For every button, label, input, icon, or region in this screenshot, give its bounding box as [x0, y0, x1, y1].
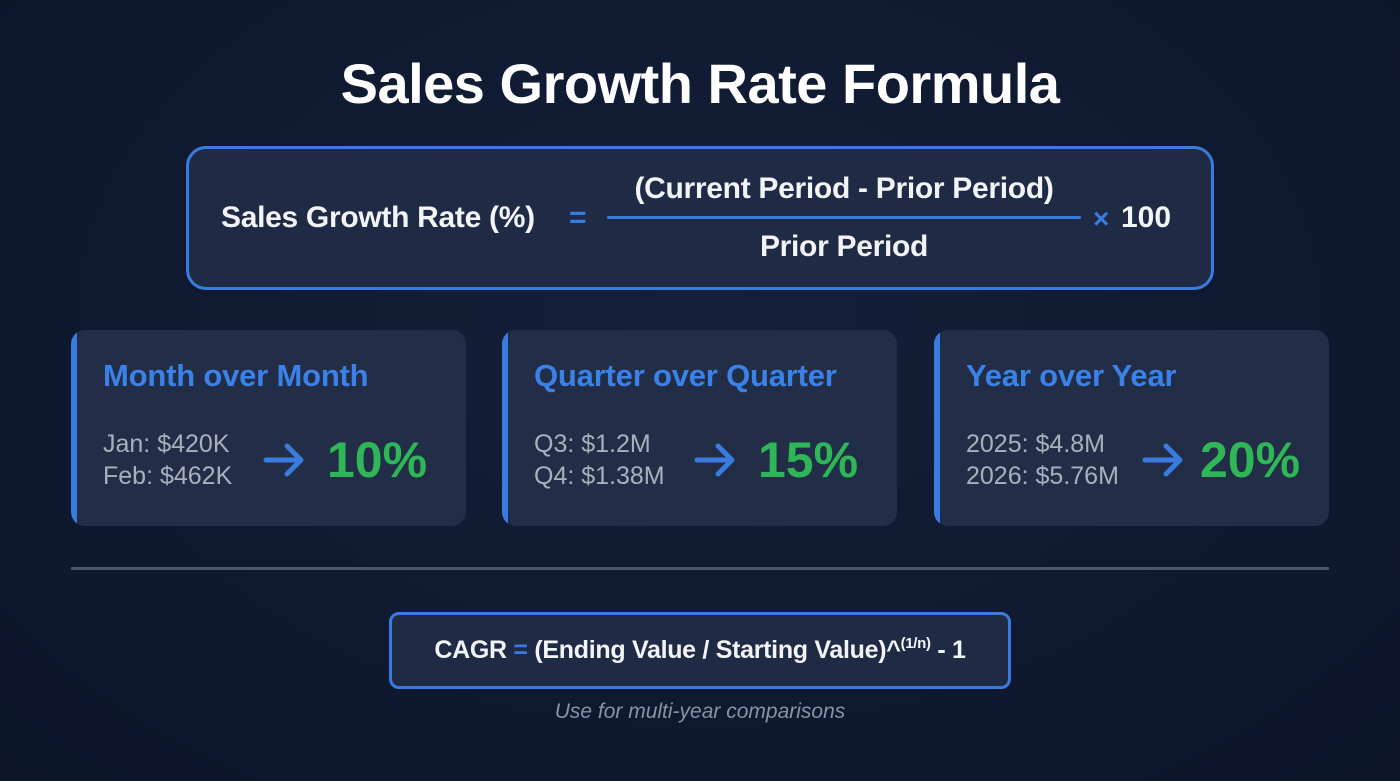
card-values: 2025: $4.8M 2026: $5.76M — [966, 428, 1119, 492]
arrow-right-icon — [1142, 443, 1183, 477]
card-quarter-over-quarter: Quarter over Quarter Q3: $1.2M Q4: $1.38… — [502, 330, 897, 526]
card-values: Q3: $1.2M Q4: $1.38M — [534, 428, 665, 492]
card-month-over-month: Month over Month Jan: $420K Feb: $462K 1… — [71, 330, 466, 526]
card-value-prior: Q3: $1.2M — [534, 430, 651, 458]
fraction-bar — [607, 216, 1081, 219]
arrow-right-icon — [263, 443, 304, 477]
page-title: Sales Growth Rate Formula — [340, 52, 1060, 115]
formula-fraction: (Current Period - Prior Period) Prior Pe… — [607, 169, 1081, 267]
cagr-note: Use for multi-year comparisons — [554, 700, 846, 723]
formula-lhs: Sales Growth Rate (%) — [221, 201, 535, 234]
arrow-right-icon — [694, 443, 735, 477]
cagr-expression: (Ending Value / Starting Value)^ — [534, 636, 901, 664]
cagr-exponent: (1/n) — [900, 635, 931, 652]
growth-rate-formula-box: Sales Growth Rate (%) = (Current Period … — [186, 146, 1214, 290]
formula-numerator: (Current Period - Prior Period) — [634, 172, 1054, 205]
cagr-equals-sign: = — [513, 636, 528, 664]
card-value-current: 2026: $5.76M — [966, 462, 1119, 490]
cagr-formula: CAGR = (Ending Value / Starting Value)^(… — [434, 635, 966, 665]
card-title: Quarter over Quarter — [534, 358, 837, 393]
formula-denominator: Prior Period — [759, 230, 929, 263]
card-value-prior: 2025: $4.8M — [966, 430, 1105, 458]
formula-multiplier: 100 — [1121, 201, 1172, 234]
multiply-sign: × — [1093, 203, 1110, 234]
formula-equals-sign: = — [569, 201, 587, 234]
section-divider — [71, 567, 1329, 570]
cagr-formula-box: CAGR = (Ending Value / Starting Value)^(… — [389, 612, 1011, 689]
cagr-label: CAGR — [434, 636, 507, 664]
card-value-current: Q4: $1.38M — [534, 462, 665, 490]
card-values: Jan: $420K Feb: $462K — [103, 428, 232, 492]
card-title: Year over Year — [966, 358, 1177, 393]
card-result-percent: 20% — [1200, 432, 1301, 488]
card-value-prior: Jan: $420K — [103, 430, 230, 458]
card-title: Month over Month — [103, 358, 369, 393]
card-result-percent: 15% — [758, 432, 859, 488]
card-value-current: Feb: $462K — [103, 462, 233, 490]
card-result-percent: 10% — [327, 432, 428, 488]
card-year-over-year: Year over Year 2025: $4.8M 2026: $5.76M … — [934, 330, 1329, 526]
cagr-suffix: - 1 — [930, 636, 966, 664]
